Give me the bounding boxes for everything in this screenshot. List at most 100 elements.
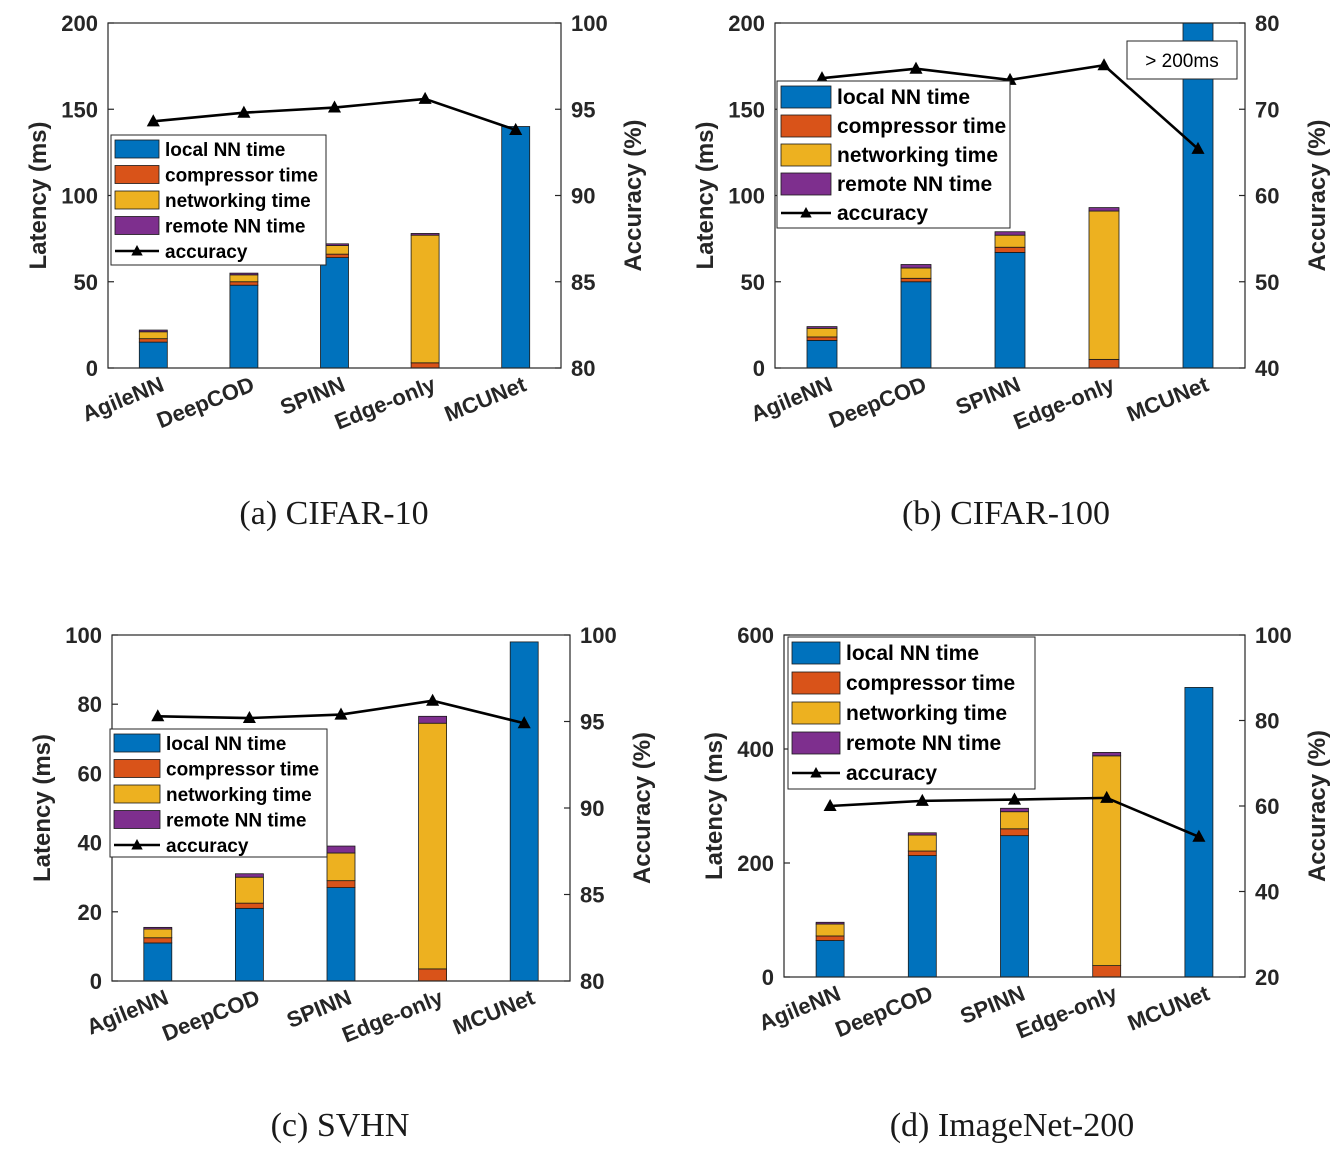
legend: local NN time compressor time networking t… — [787, 636, 1036, 790]
legend-swatch — [114, 165, 160, 184]
right-tick-label: 95 — [580, 710, 604, 735]
bar-segment-remote-nn-time-spinn — [326, 845, 356, 854]
legend-swatch — [114, 139, 160, 159]
accuracy-point-deepcod — [909, 61, 923, 74]
x-tick-label-mcunet: MCUNet — [449, 984, 538, 1039]
right-tick-label: 90 — [571, 184, 595, 209]
accuracy-point-edge-only — [1100, 790, 1114, 803]
legend-swatch — [780, 172, 832, 196]
bar-segment-remote-nn-time-spinn — [1000, 807, 1029, 813]
accuracy-point-mcunet — [1192, 829, 1206, 842]
legend-swatch — [780, 114, 832, 138]
legend-swatch — [780, 143, 832, 167]
bar-segment-networking-time-deepcod — [907, 834, 937, 852]
legend: local NN time compressor time networking t… — [776, 80, 1011, 229]
bar-segment-local-nn-time-agilenn — [806, 339, 838, 369]
right-tick-label: 80 — [571, 356, 595, 381]
bar-segment-remote-nn-time-agilenn — [143, 926, 173, 930]
right-tick-label: 40 — [1255, 880, 1279, 905]
bar-segment-local-nn-time-spinn — [1000, 835, 1029, 978]
left-tick-label: 200 — [737, 851, 774, 876]
bar-segment-compressor-time-deepcod — [234, 902, 264, 909]
bar-segment-networking-time-spinn — [326, 852, 356, 882]
left-tick-label: 0 — [86, 356, 98, 381]
right-tick-label: 80 — [1255, 11, 1279, 36]
legend-label: compressor time — [166, 760, 319, 781]
accuracy-point-edge-only — [1097, 58, 1111, 71]
right-tick-label: 85 — [571, 270, 595, 295]
accuracy-point-deepcod — [237, 105, 251, 118]
left-tick-label: 600 — [737, 623, 774, 648]
accuracy-point-mcunet — [509, 122, 523, 135]
bar-segment-local-nn-time-spinn — [994, 252, 1026, 369]
legend-label: accuracy — [165, 242, 248, 263]
right-tick-label: 20 — [1255, 965, 1279, 990]
right-tick-label: 95 — [571, 97, 595, 122]
legend-marker — [131, 839, 143, 850]
bar-segment-networking-time-edge-only — [1088, 210, 1120, 360]
bar-segment-remote-nn-time-agilenn — [138, 329, 168, 333]
x-tick-label-deepcod: DeepCOD — [153, 371, 258, 433]
x-tick-label-mcunet: MCUNet — [1124, 980, 1213, 1035]
bar-segment-local-nn-time-agilenn — [815, 940, 845, 978]
left-tick-label: 80 — [78, 692, 102, 717]
right-tick-label: 100 — [580, 623, 617, 648]
panel-caption: (c) SVHN — [271, 1107, 410, 1144]
left-tick-label: 200 — [61, 11, 98, 36]
bar-segment-compressor-time-agilenn — [815, 935, 845, 941]
accuracy-point-spinn — [327, 100, 342, 113]
accuracy-point-spinn — [334, 707, 348, 720]
legend-label: accuracy — [846, 762, 937, 785]
legend: local NN time compressor time networking t… — [110, 134, 327, 266]
legend: local NN time compressor time networking t… — [109, 728, 328, 858]
accuracy-point-spinn — [1007, 792, 1022, 805]
bar-segment-remote-nn-time-deepcod — [900, 264, 932, 269]
bar-segment-compressor-time-edge-only — [418, 968, 448, 982]
legend-marker — [800, 207, 812, 218]
x-tick-label-edge-only: Edge-only — [331, 371, 440, 434]
left-tick-label: 100 — [728, 184, 765, 209]
bar-segment-remote-nn-time-agilenn — [815, 921, 845, 925]
legend-label: compressor time — [165, 166, 318, 187]
legend-swatch — [114, 216, 160, 235]
bar-segment-local-nn-time-agilenn — [138, 341, 168, 369]
annotation-text: > 200ms — [1145, 51, 1218, 72]
legend-label: networking time — [165, 191, 311, 212]
accuracy-point-deepcod — [915, 793, 929, 806]
left-tick-label: 0 — [90, 969, 102, 994]
left-tick-label: 0 — [762, 965, 774, 990]
legend-label: local NN time — [165, 140, 285, 161]
y2-axis-label: Accuracy (%) — [620, 119, 647, 271]
x-tick-label-deepcod: DeepCOD — [825, 371, 930, 433]
panel-caption: (d) ImageNet-200 — [890, 1107, 1135, 1144]
bar-segment-local-nn-time-deepcod — [234, 907, 264, 982]
x-tick-label-mcunet: MCUNet — [1123, 371, 1212, 426]
left-tick-label: 20 — [78, 900, 102, 925]
legend-swatch — [780, 85, 832, 109]
bar-segment-local-nn-time-agilenn — [143, 942, 173, 982]
bar-segment-compressor-time-deepcod — [907, 850, 937, 856]
legend-swatch — [113, 784, 161, 804]
bar-segment-compressor-time-agilenn — [806, 336, 838, 341]
bar-segment-local-nn-time-mcunet — [509, 641, 539, 982]
left-tick-label: 40 — [78, 831, 102, 856]
bar-segment-networking-time-spinn — [1000, 811, 1029, 830]
accuracy-point-agilenn — [823, 798, 837, 811]
legend-marker — [131, 245, 143, 256]
y-axis-label: Latency (ms) — [692, 121, 719, 269]
legend-label: accuracy — [166, 836, 249, 857]
y-axis-label: Latency (ms) — [29, 734, 56, 882]
right-tick-label: 60 — [1255, 794, 1279, 819]
bar-segment-remote-nn-time-edge-only — [1092, 752, 1122, 757]
bar-segment-compressor-time-edge-only — [1088, 358, 1120, 369]
bar-segment-networking-time-agilenn — [143, 928, 173, 939]
bar-segment-local-nn-time-spinn — [320, 257, 349, 369]
legend-marker — [810, 767, 822, 778]
bar-segment-compressor-time-edge-only — [410, 362, 440, 369]
left-tick-label: 150 — [61, 97, 98, 122]
bar-segment-networking-time-agilenn — [806, 327, 838, 338]
legend-swatch — [791, 731, 841, 755]
